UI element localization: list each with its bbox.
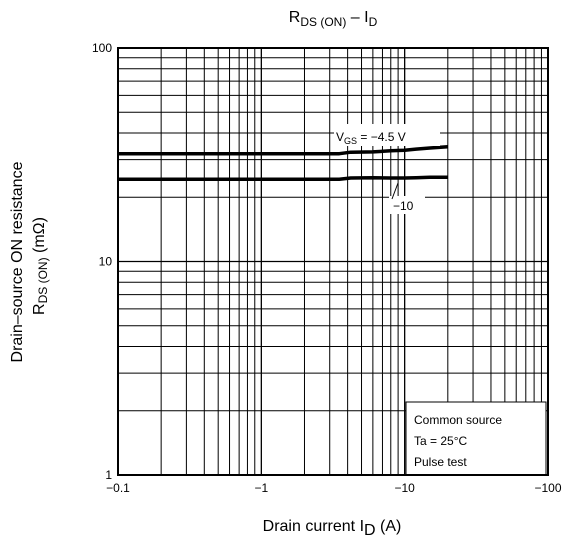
y-axis-label-line2: RDS (ON) (mΩ) xyxy=(31,217,50,315)
vgs-4-5-label-bg xyxy=(334,124,440,146)
series-layer xyxy=(118,144,448,181)
plot-frame xyxy=(117,47,549,476)
tick-labels: −0.1 −1 −10 −100 1 10 100 xyxy=(92,41,562,495)
y-tick-label: 1 xyxy=(105,468,112,482)
y-axis-label-line1: Drain–source ON resistance xyxy=(9,161,26,362)
vgs-10-label-bg xyxy=(389,196,425,214)
annotation-ta: Ta = 25°C xyxy=(414,434,467,448)
x-tick-label: −10 xyxy=(394,481,415,495)
series-label-vgs-4-5: VGS = −4.5 V xyxy=(336,130,406,146)
annotation-common-source: Common source xyxy=(414,413,502,427)
chart-title: RDS (ON) – ID xyxy=(289,9,378,29)
y-tick-label: 100 xyxy=(92,41,112,55)
vgs-10-leader-line xyxy=(391,182,399,200)
x-tick-label: −1 xyxy=(254,481,268,495)
series-label-vgs-10: −10 xyxy=(393,199,414,213)
y-tick-label: 10 xyxy=(99,255,113,269)
x-tick-label: −0.1 xyxy=(106,481,130,495)
x-tick-label: −100 xyxy=(534,481,561,495)
series-line-1 xyxy=(118,175,448,181)
series-line-0 xyxy=(118,144,448,156)
annotation-box xyxy=(405,401,547,476)
x-axis-label: Drain current ID (A) xyxy=(263,518,402,539)
y-axis-label: Drain–source ON resistance RDS (ON) (mΩ) xyxy=(9,161,50,362)
annotation-pulse-test: Pulse test xyxy=(414,455,467,469)
